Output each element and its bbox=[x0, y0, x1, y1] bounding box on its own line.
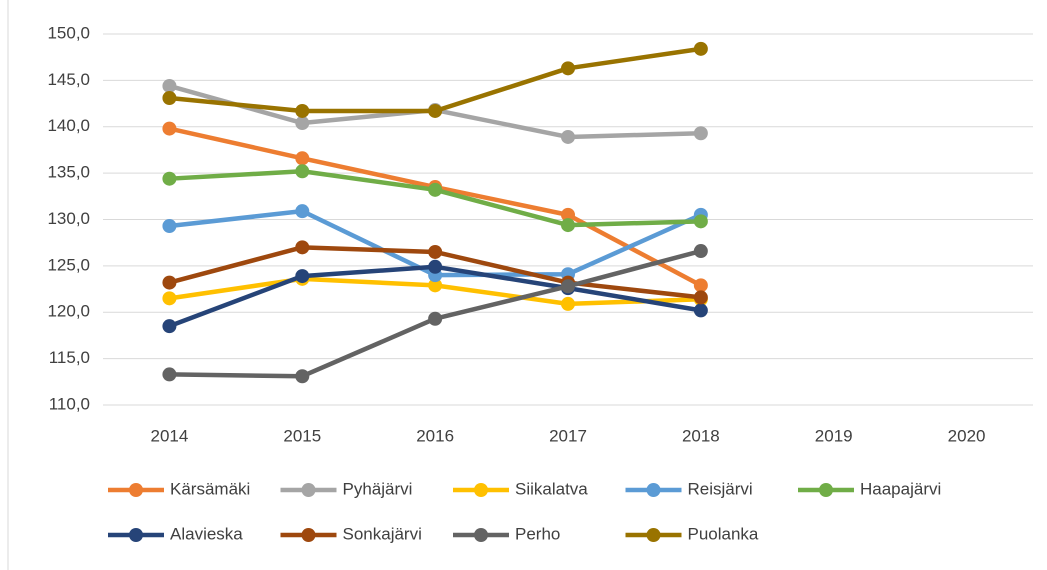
series-marker bbox=[561, 218, 575, 233]
y-tick-label: 115,0 bbox=[49, 348, 90, 367]
series-marker bbox=[693, 278, 708, 293]
series-marker bbox=[162, 275, 177, 290]
legend-marker bbox=[819, 483, 833, 497]
y-tick-label: 145,0 bbox=[47, 70, 90, 89]
series-marker bbox=[428, 244, 443, 259]
legend-label: Pyhäjärvi bbox=[343, 479, 413, 498]
y-tick-label: 150,0 bbox=[47, 23, 90, 42]
legend-label: Kärsämäki bbox=[170, 479, 250, 498]
series-marker bbox=[693, 126, 708, 141]
series-marker bbox=[693, 303, 708, 318]
x-tick-label: 2019 bbox=[815, 426, 853, 445]
legend-marker bbox=[646, 483, 661, 497]
series-marker bbox=[561, 129, 575, 144]
y-tick-label: 130,0 bbox=[47, 209, 90, 228]
series-marker bbox=[693, 244, 708, 259]
series-marker bbox=[162, 319, 177, 334]
x-tick-label: 2016 bbox=[416, 426, 454, 445]
legend-marker bbox=[129, 483, 143, 497]
legend-label: Sonkajärvi bbox=[343, 524, 422, 543]
series-marker bbox=[295, 164, 310, 179]
series-marker bbox=[561, 279, 575, 294]
series-marker bbox=[428, 311, 443, 326]
series-marker bbox=[162, 291, 177, 306]
x-tick-label: 2018 bbox=[682, 426, 720, 445]
series-marker bbox=[693, 214, 708, 229]
legend-marker bbox=[301, 528, 316, 542]
series-marker bbox=[162, 90, 177, 105]
series-marker bbox=[428, 278, 443, 293]
series-marker bbox=[295, 269, 310, 284]
legend-label: Haapajärvi bbox=[860, 479, 941, 498]
series-marker bbox=[428, 103, 443, 118]
y-tick-label: 140,0 bbox=[47, 116, 90, 135]
series-marker bbox=[295, 204, 310, 219]
y-tick-label: 125,0 bbox=[47, 255, 90, 274]
series-marker bbox=[561, 61, 575, 76]
series-marker bbox=[162, 367, 177, 382]
series-marker bbox=[295, 240, 310, 255]
legend-marker bbox=[474, 528, 488, 542]
series-marker bbox=[428, 182, 443, 197]
series-marker bbox=[295, 103, 310, 118]
x-tick-label: 2014 bbox=[151, 426, 189, 445]
series-marker bbox=[428, 259, 443, 274]
legend-label: Alavieska bbox=[170, 524, 243, 543]
series-marker bbox=[162, 78, 177, 93]
series-marker bbox=[295, 116, 310, 131]
series-marker bbox=[693, 290, 708, 305]
legend-marker bbox=[474, 483, 488, 497]
series-marker bbox=[162, 121, 177, 136]
x-tick-label: 2015 bbox=[283, 426, 321, 445]
legend-label: Siikalatva bbox=[515, 479, 588, 498]
legend-marker bbox=[301, 483, 316, 497]
x-tick-label: 2017 bbox=[549, 426, 587, 445]
series-marker bbox=[162, 218, 177, 233]
series-marker bbox=[162, 171, 177, 186]
x-tick-label: 2020 bbox=[948, 426, 986, 445]
y-tick-label: 120,0 bbox=[47, 302, 90, 321]
legend-label: Perho bbox=[515, 524, 560, 543]
legend-label: Reisjärvi bbox=[688, 479, 753, 498]
legend-label: Puolanka bbox=[688, 524, 759, 543]
series-marker bbox=[561, 296, 575, 311]
series-marker bbox=[693, 41, 708, 56]
y-tick-label: 110,0 bbox=[49, 394, 90, 413]
series-marker bbox=[561, 207, 575, 222]
y-tick-label: 135,0 bbox=[47, 163, 90, 182]
series-marker bbox=[295, 151, 310, 166]
series-marker bbox=[295, 369, 310, 384]
legend-marker bbox=[646, 528, 661, 542]
legend-marker bbox=[129, 528, 143, 542]
